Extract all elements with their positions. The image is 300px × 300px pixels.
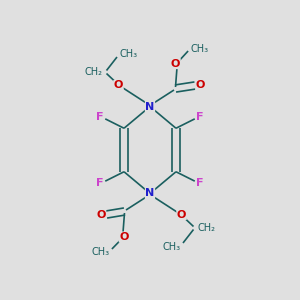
Text: CH₃: CH₃ xyxy=(190,44,208,54)
Text: CH₃: CH₃ xyxy=(120,49,138,59)
Text: F: F xyxy=(96,178,103,188)
Text: F: F xyxy=(96,112,103,122)
Text: CH₂: CH₂ xyxy=(197,223,215,233)
Text: F: F xyxy=(196,112,204,122)
Text: O: O xyxy=(171,58,180,69)
Text: F: F xyxy=(196,178,204,188)
Text: O: O xyxy=(114,80,123,91)
Text: O: O xyxy=(119,232,129,242)
Text: CH₂: CH₂ xyxy=(85,67,103,77)
Text: N: N xyxy=(146,101,154,112)
Text: O: O xyxy=(96,210,106,220)
Text: CH₃: CH₃ xyxy=(163,242,181,252)
Text: O: O xyxy=(177,209,186,220)
Text: O: O xyxy=(196,80,205,90)
Text: CH₃: CH₃ xyxy=(92,247,110,257)
Text: N: N xyxy=(146,188,154,199)
